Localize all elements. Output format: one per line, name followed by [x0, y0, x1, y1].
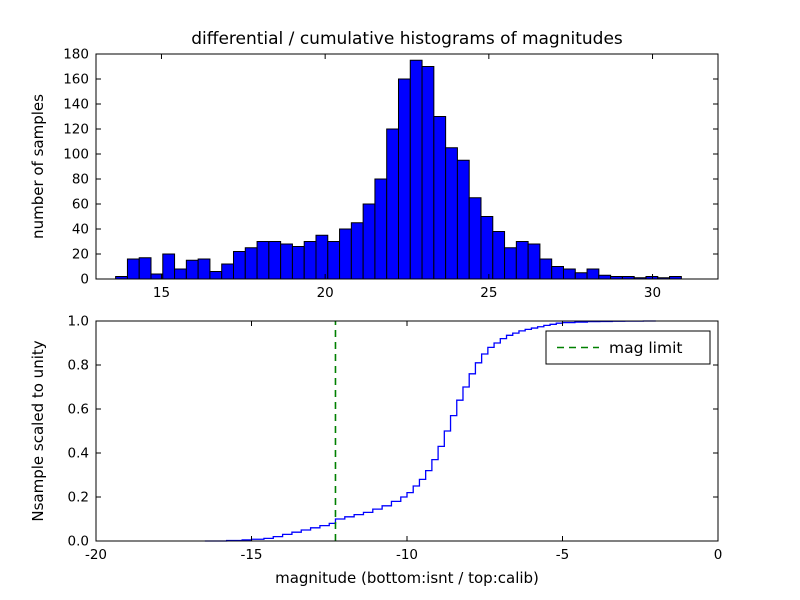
x-tick-label: 0 [714, 547, 723, 563]
y-tick-label: 180 [63, 47, 89, 63]
bottom-x-axis-label: magnitude (bottom:isnt / top:calib) [275, 569, 539, 587]
histogram-bar [232, 251, 246, 280]
histogram-bar [350, 222, 364, 280]
histogram-bar [374, 178, 388, 280]
histogram-bar [327, 241, 341, 280]
histogram-bar [409, 59, 423, 280]
top-axes-frame [95, 53, 719, 280]
histogram-bar [185, 259, 199, 280]
cumulative-line [204, 320, 656, 542]
x-tick-label: -15 [240, 547, 262, 563]
y-tick-label: 80 [72, 172, 89, 188]
histogram-bar [515, 241, 529, 280]
x-tick-label: 20 [317, 285, 334, 301]
histogram-bar [197, 258, 211, 280]
histogram-bar [598, 274, 612, 280]
y-tick-label: 60 [72, 197, 89, 213]
top-axes-ticks: 15 20 25 30 0 20 40 60 80 100 120 140 160 180 [63, 47, 718, 301]
y-tick-label: 40 [72, 222, 89, 238]
histogram-bar [162, 253, 176, 280]
y-tick-label: 20 [72, 247, 89, 263]
histogram-bar [397, 78, 411, 280]
x-tick-label: 25 [480, 285, 497, 301]
histogram-bar [256, 241, 270, 280]
x-tick-label: -5 [556, 547, 569, 563]
histogram-bar [456, 159, 470, 280]
y-tick-label: 0.2 [68, 490, 89, 506]
histogram-bar [221, 263, 235, 280]
histogram-bar [586, 268, 600, 280]
bottom-y-axis-label: Nsample scaled to unity [29, 340, 47, 521]
histogram-bar [551, 266, 564, 280]
histogram-bar [539, 258, 553, 280]
top-histogram-subplot: 15 20 25 30 0 20 40 60 80 100 120 140 160 180 differe… [29, 29, 719, 301]
histogram-bar [433, 116, 447, 280]
bottom-axes-ticks: -20 -15 -10 -5 0 0.0 0.2 0.4 0.6 0.8 1.0 [68, 314, 723, 564]
histogram-bar [291, 246, 305, 280]
x-tick-label: 30 [644, 285, 661, 301]
histogram-bar [445, 147, 458, 280]
histogram-bar [209, 271, 223, 280]
y-tick-label: 140 [63, 97, 89, 113]
bottom-cumulative-subplot: -20 -15 -10 -5 0 0.0 0.2 0.4 0.6 0.8 1.0 magnitude… [29, 314, 722, 588]
y-tick-label: 0.6 [68, 402, 89, 418]
histogram-bar [280, 243, 293, 280]
histogram-bar [527, 243, 541, 280]
histogram-bar [138, 257, 152, 280]
histogram-bar [126, 258, 140, 280]
histogram-bar [315, 234, 329, 280]
histogram-bar [339, 228, 352, 280]
y-tick-label: 0.8 [68, 358, 89, 374]
histogram-bar [268, 241, 282, 280]
histogram-bar [386, 128, 399, 280]
histogram-bar [174, 268, 187, 280]
y-tick-label: 120 [63, 122, 89, 138]
top-y-axis-label: number of samples [29, 94, 47, 239]
y-tick-label: 100 [63, 147, 89, 163]
histogram-bar [480, 216, 494, 280]
legend-label: mag limit [609, 339, 682, 357]
histogram-bar [362, 203, 376, 280]
y-tick-label: 160 [63, 72, 89, 88]
x-tick-label: 15 [153, 285, 170, 301]
y-tick-label: 0.4 [68, 446, 89, 462]
histogram-bar [421, 66, 435, 280]
histogram-bar [468, 197, 482, 280]
histogram-bar [504, 247, 517, 280]
histogram-bar [492, 231, 506, 280]
y-tick-label: 0.0 [68, 534, 89, 550]
histogram-bar [562, 268, 576, 280]
histogram-bars [115, 59, 682, 280]
y-tick-label: 1.0 [68, 314, 89, 330]
x-tick-label: -20 [85, 547, 107, 563]
chart-title: differential / cumulative histograms of … [191, 29, 623, 49]
legend: mag limit [545, 330, 711, 365]
y-tick-label: 0 [80, 272, 89, 288]
x-tick-label: -10 [396, 547, 418, 563]
histogram-bar [303, 241, 317, 280]
histogram-bar [244, 247, 258, 280]
histogram-bar [574, 272, 588, 280]
